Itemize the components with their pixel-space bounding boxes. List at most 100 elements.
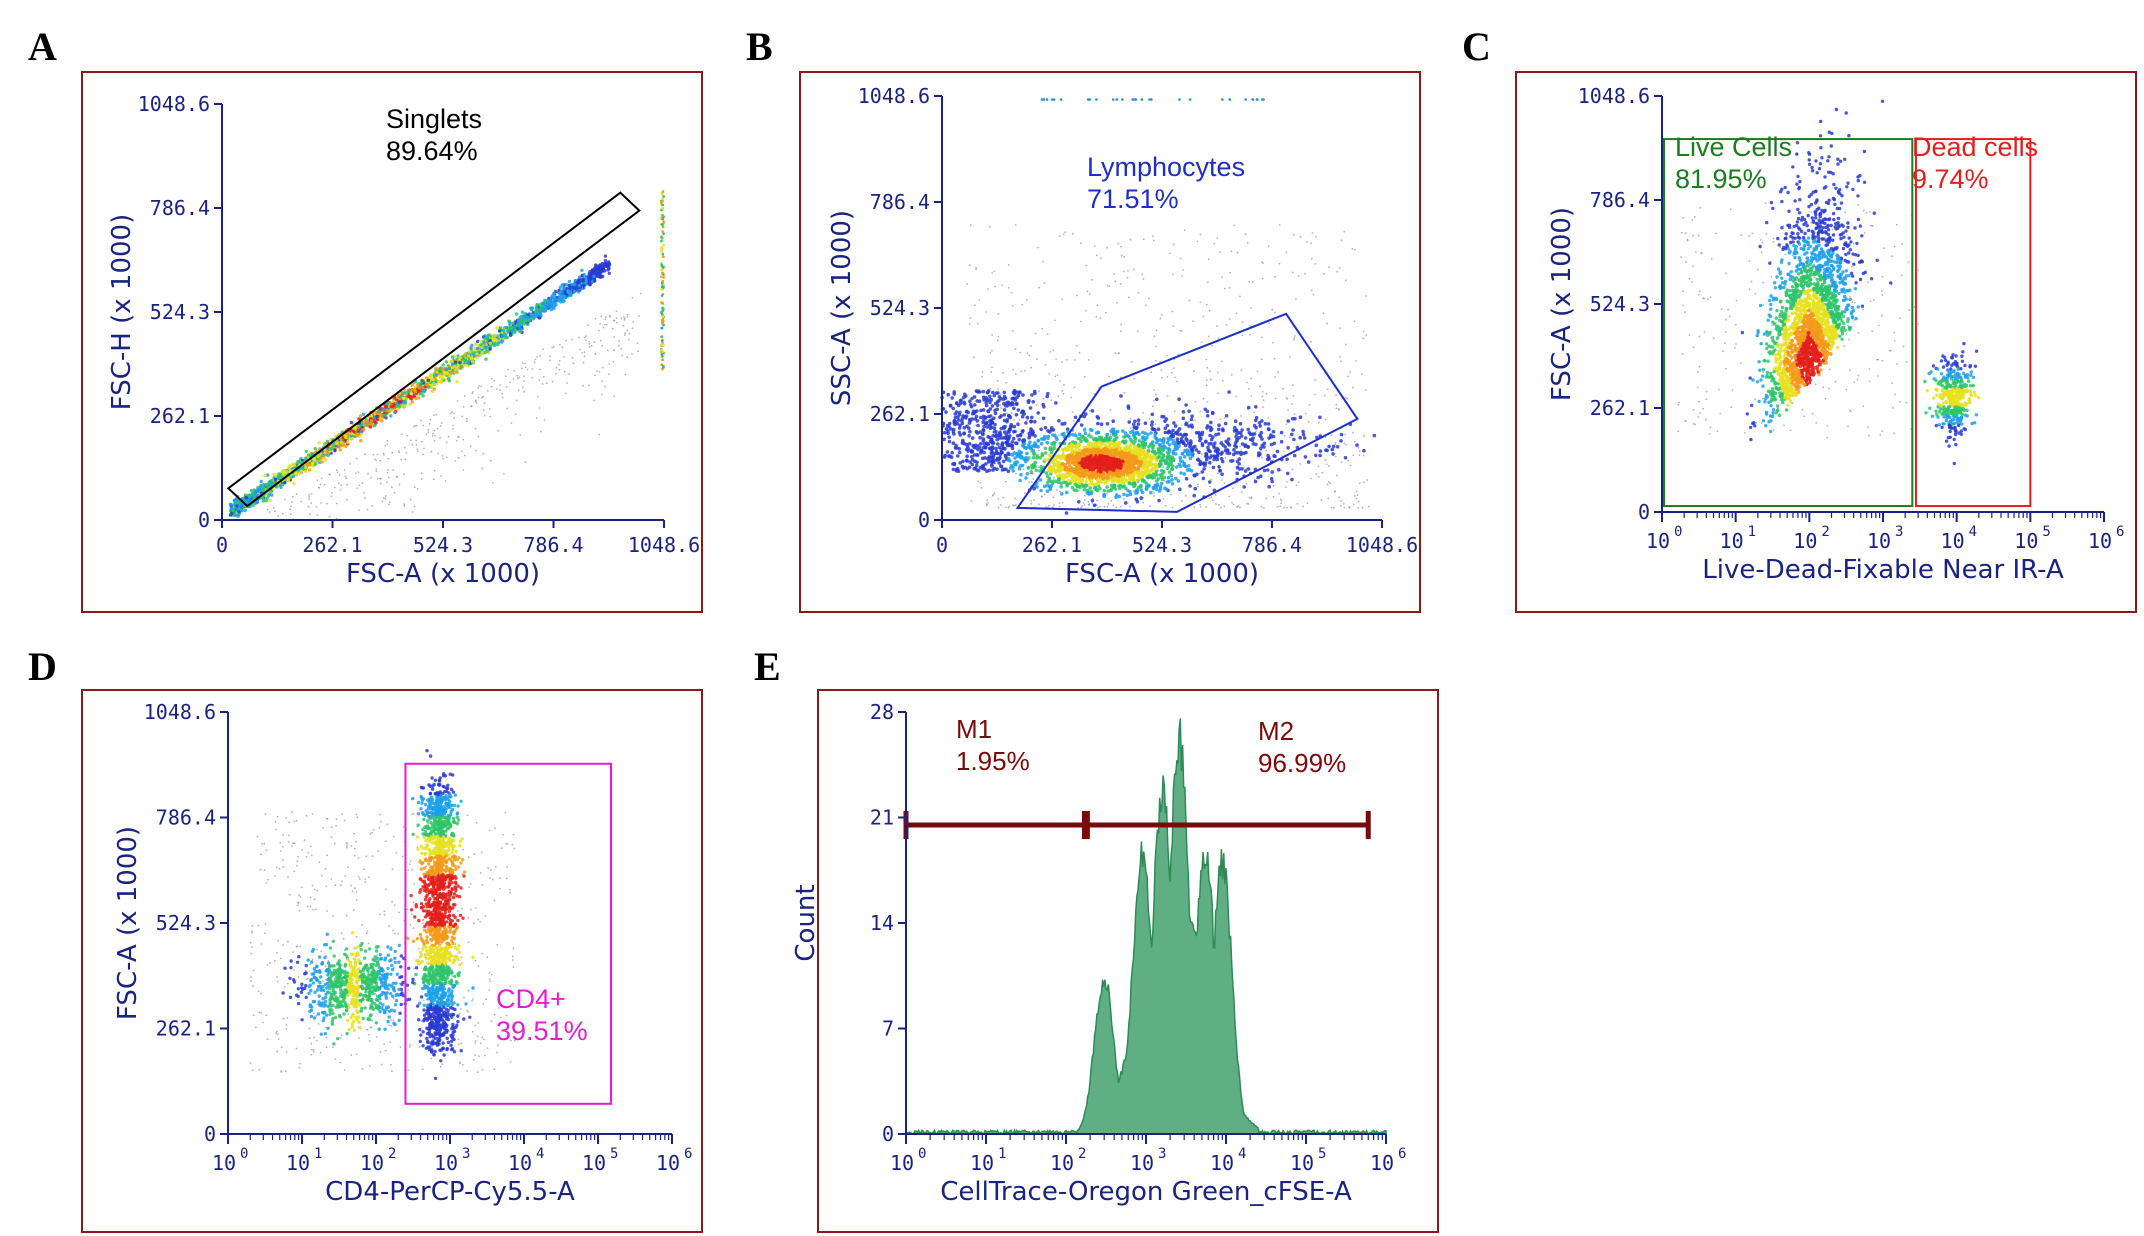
sparse-event: [344, 475, 347, 478]
sparse-event: [1337, 408, 1340, 410]
sparse-event: [491, 482, 494, 484]
event-point: [1271, 434, 1276, 439]
event-point: [976, 423, 980, 428]
sparse-event: [627, 338, 630, 341]
event-point: [1189, 417, 1194, 422]
event-point: [1019, 472, 1023, 477]
sparse-event: [1213, 242, 1216, 245]
sparse-event: [1228, 495, 1231, 498]
event-point: [1242, 485, 1246, 489]
event-point: [580, 268, 584, 272]
sparse-event: [1172, 243, 1175, 246]
event-point: [509, 325, 513, 330]
sparse-event: [623, 316, 625, 318]
sparse-event: [1291, 271, 1294, 274]
sparse-event: [593, 341, 596, 344]
top-edge-event: [1059, 98, 1063, 101]
event-point: [1258, 424, 1262, 428]
sparse-event: [1108, 285, 1111, 287]
sparse-event: [1173, 410, 1176, 413]
event-point: [946, 454, 951, 458]
sparse-event: [416, 450, 419, 453]
event-point: [1192, 493, 1196, 498]
event-point: [1177, 397, 1181, 402]
sparse-event: [1324, 459, 1327, 462]
event-point: [1275, 449, 1280, 454]
event-point: [582, 273, 586, 277]
event-point: [236, 507, 240, 512]
sparse-event: [1310, 477, 1312, 480]
sparse-event: [1155, 329, 1158, 332]
sparse-event: [1180, 330, 1183, 332]
sparse-event: [638, 315, 640, 317]
sparse-event: [631, 327, 634, 330]
event-point: [1136, 485, 1141, 490]
sparse-event: [991, 272, 994, 274]
event-point: [529, 308, 534, 312]
event-point: [388, 401, 392, 405]
sparse-event: [1279, 498, 1282, 501]
event-point: [535, 303, 539, 307]
event-point: [484, 357, 488, 361]
event-point: [1246, 427, 1250, 432]
event-point: [277, 473, 281, 478]
sparse-event: [1207, 258, 1210, 261]
sparse-event: [1330, 506, 1333, 509]
event-point: [416, 389, 421, 393]
sparse-event: [411, 511, 414, 513]
event-point: [261, 499, 265, 503]
event-point: [986, 409, 990, 414]
sparse-event: [966, 283, 969, 285]
sparse-event: [454, 460, 457, 462]
sparse-event: [1179, 257, 1182, 260]
sparse-event: [461, 450, 463, 453]
event-point: [1159, 481, 1164, 486]
event-point: [1188, 484, 1192, 488]
event-point: [1211, 465, 1216, 470]
event-point: [310, 461, 315, 465]
sparse-event: [563, 370, 566, 373]
singlets-gate[interactable]: [226, 191, 641, 508]
sparse-event: [1324, 418, 1327, 421]
event-point: [1182, 472, 1187, 476]
sparse-event: [1007, 287, 1010, 289]
event-point: [968, 460, 972, 464]
event-point: [981, 428, 986, 433]
event-point: [1270, 470, 1274, 474]
sparse-event: [626, 356, 629, 359]
event-point: [975, 409, 979, 413]
top-edge-event: [1221, 98, 1224, 101]
event-point: [526, 322, 530, 326]
sparse-event: [571, 356, 574, 359]
sparse-event: [1095, 315, 1098, 318]
event-point: [1034, 468, 1039, 473]
sparse-event: [455, 440, 458, 442]
sparse-event: [1261, 391, 1264, 393]
sparse-event: [382, 452, 385, 455]
sparse-event: [1193, 370, 1195, 373]
event-point: [1105, 485, 1109, 489]
sparse-event: [531, 368, 534, 370]
event-point: [1178, 455, 1182, 460]
event-point: [572, 290, 577, 294]
event-point: [1052, 446, 1056, 451]
sparse-event: [1263, 506, 1265, 509]
sparse-event: [1314, 379, 1317, 381]
sparse-event: [1080, 242, 1082, 245]
event-point: [572, 286, 577, 290]
sparse-event: [1285, 423, 1288, 426]
sparse-event: [588, 343, 591, 345]
event-point: [1251, 442, 1256, 446]
event-point: [1013, 456, 1017, 460]
edge-event: [661, 271, 664, 275]
sparse-event: [587, 324, 590, 327]
sparse-event: [1326, 483, 1329, 486]
sparse-event: [981, 371, 984, 373]
sparse-event: [372, 453, 375, 456]
sparse-event: [463, 395, 466, 397]
sparse-event: [431, 435, 434, 437]
sparse-event: [1046, 333, 1049, 336]
event-point: [231, 509, 235, 513]
sparse-event: [1229, 271, 1231, 274]
event-point: [369, 422, 374, 426]
